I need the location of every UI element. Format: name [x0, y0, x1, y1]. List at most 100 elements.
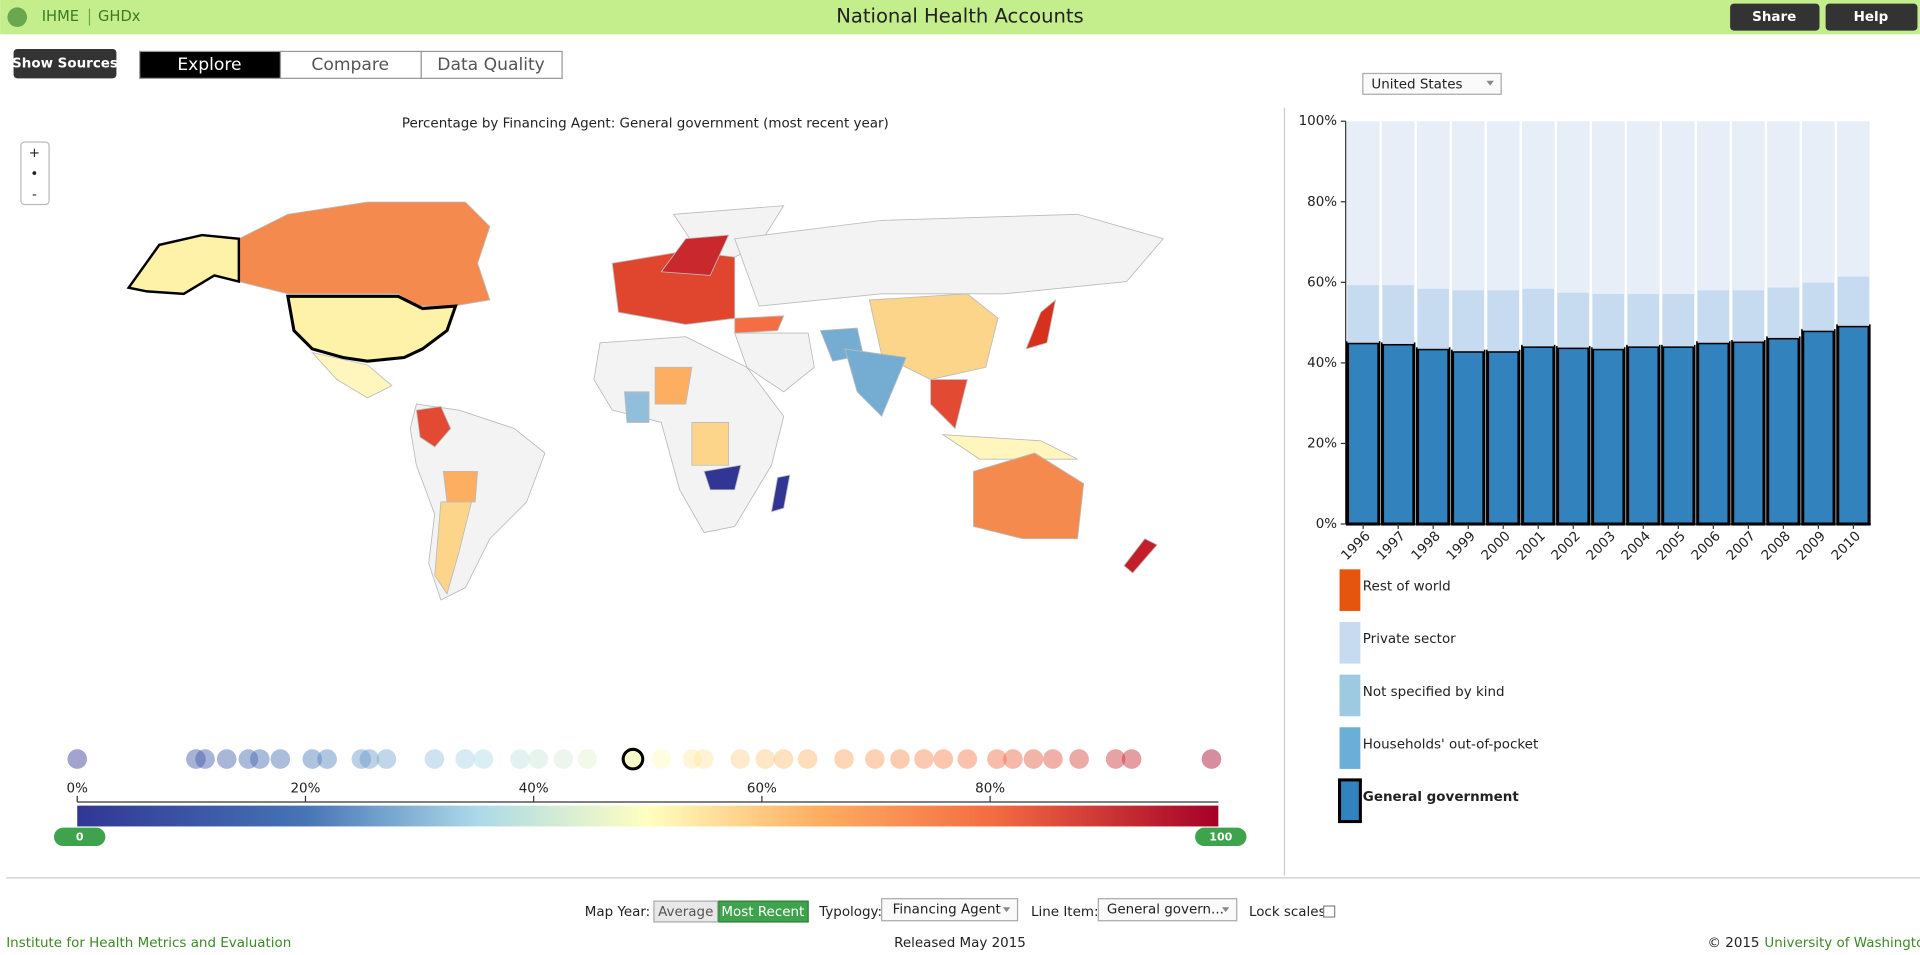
range-handle-label[interactable]: 100 [1209, 830, 1232, 843]
country-dot[interactable] [1069, 749, 1089, 769]
country-dot[interactable] [1105, 749, 1126, 769]
country-dot[interactable] [914, 749, 934, 769]
legend-label[interactable]: Rest of world [1363, 579, 1451, 594]
country-dot[interactable] [351, 749, 372, 769]
lock-scales-checkbox[interactable] [1323, 905, 1336, 918]
country-dot[interactable] [693, 749, 714, 769]
country-dot[interactable] [186, 749, 206, 769]
zoom-out[interactable]: - [32, 188, 37, 203]
country-dot[interactable] [1003, 749, 1023, 769]
country[interactable] [654, 366, 693, 405]
country[interactable] [734, 213, 1165, 307]
legend-swatch[interactable] [1339, 621, 1361, 664]
country[interactable] [844, 348, 907, 418]
country-dot[interactable] [797, 749, 818, 769]
country-dot[interactable] [455, 749, 476, 769]
country-dot[interactable] [473, 749, 494, 769]
country[interactable] [624, 391, 650, 423]
typology-select[interactable] [881, 898, 1019, 922]
most-recent-button[interactable] [718, 900, 809, 923]
country-dot[interactable] [865, 749, 885, 769]
country-select[interactable] [1362, 72, 1502, 95]
country[interactable] [1025, 298, 1057, 350]
country[interactable] [434, 501, 473, 595]
legend-swatch[interactable] [1339, 674, 1361, 717]
legend-label[interactable]: Households' out-of-pocket [1363, 737, 1538, 752]
most-recent-label[interactable]: Most Recent [721, 905, 804, 920]
legend-swatch[interactable] [1339, 569, 1361, 611]
range-handle[interactable] [1195, 827, 1247, 847]
country[interactable] [734, 332, 815, 393]
country-dot[interactable] [302, 749, 323, 769]
country[interactable] [930, 379, 968, 430]
country-dot[interactable] [957, 749, 978, 769]
country[interactable] [311, 351, 393, 399]
country-dot[interactable] [250, 749, 270, 769]
line-item-value[interactable]: General govern... [1107, 903, 1224, 918]
country-dot[interactable] [528, 749, 549, 769]
country-dot[interactable] [755, 749, 776, 769]
country[interactable] [285, 294, 458, 363]
help-button[interactable] [1825, 3, 1918, 31]
country-dot[interactable] [216, 749, 237, 769]
footer-institute[interactable]: Institute for Health Metrics and Evaluat… [6, 936, 291, 951]
country-dot[interactable] [621, 747, 645, 771]
logo-ihme[interactable]: IHME [42, 8, 79, 25]
country[interactable] [660, 234, 730, 276]
country-dot[interactable] [510, 749, 530, 769]
country-dot[interactable] [651, 749, 672, 769]
country[interactable] [973, 452, 1085, 540]
country[interactable] [703, 464, 742, 491]
tab-explore-label[interactable]: Explore [177, 55, 241, 75]
country-dot[interactable] [1201, 749, 1222, 769]
country-dot[interactable] [682, 749, 703, 769]
country-dot[interactable] [67, 749, 88, 769]
country-dot[interactable] [834, 749, 854, 769]
country-dot[interactable] [359, 749, 380, 769]
country-dot[interactable] [933, 749, 954, 769]
line-item-select[interactable] [1097, 898, 1238, 922]
zoom-reset[interactable]: • [30, 167, 38, 182]
country[interactable] [238, 201, 491, 307]
average-label[interactable]: Average [658, 905, 713, 920]
country-dot[interactable] [270, 749, 291, 769]
tab-data-quality[interactable] [420, 50, 563, 79]
average-button[interactable] [653, 900, 719, 923]
country-dot[interactable] [730, 749, 751, 769]
country[interactable] [1123, 538, 1158, 574]
tab-compare-label[interactable]: Compare [311, 55, 389, 75]
legend-label[interactable]: General government [1363, 790, 1520, 805]
legend-label[interactable]: Not specified by kind [1363, 685, 1505, 700]
country[interactable] [442, 470, 479, 503]
country[interactable] [734, 315, 785, 334]
country-dot[interactable] [424, 749, 445, 769]
tab-compare[interactable] [279, 50, 422, 79]
country[interactable] [691, 421, 730, 466]
country[interactable] [126, 233, 241, 296]
legend-swatch[interactable] [1338, 778, 1362, 824]
show-sources-button[interactable] [13, 48, 117, 79]
range-handle[interactable] [53, 827, 106, 847]
country-dot[interactable] [1043, 749, 1063, 769]
logo-ghdx[interactable]: GHDx [98, 8, 141, 25]
tab-data-quality-label[interactable]: Data Quality [437, 55, 545, 75]
country-dot[interactable] [1023, 749, 1044, 769]
country-dot[interactable] [987, 749, 1007, 769]
share-button[interactable] [1730, 3, 1820, 31]
show-sources-label[interactable]: Show Sources [12, 57, 118, 72]
country-dot[interactable] [238, 749, 259, 769]
country-dot[interactable] [890, 749, 910, 769]
country-dot[interactable] [195, 749, 215, 769]
legend-swatch[interactable] [1339, 727, 1361, 769]
country-dot[interactable] [773, 749, 794, 769]
country-select-label[interactable]: United States [1371, 77, 1462, 92]
country[interactable] [941, 434, 1078, 460]
share-label[interactable]: Share [1752, 10, 1796, 25]
legend-label[interactable]: Private sector [1363, 632, 1456, 647]
country[interactable] [415, 406, 452, 448]
zoom-in[interactable]: + [29, 146, 40, 161]
country[interactable] [770, 474, 791, 513]
range-handle-label[interactable]: 0 [76, 830, 84, 843]
help-label[interactable]: Help [1854, 10, 1889, 25]
country-dot[interactable] [317, 749, 337, 769]
